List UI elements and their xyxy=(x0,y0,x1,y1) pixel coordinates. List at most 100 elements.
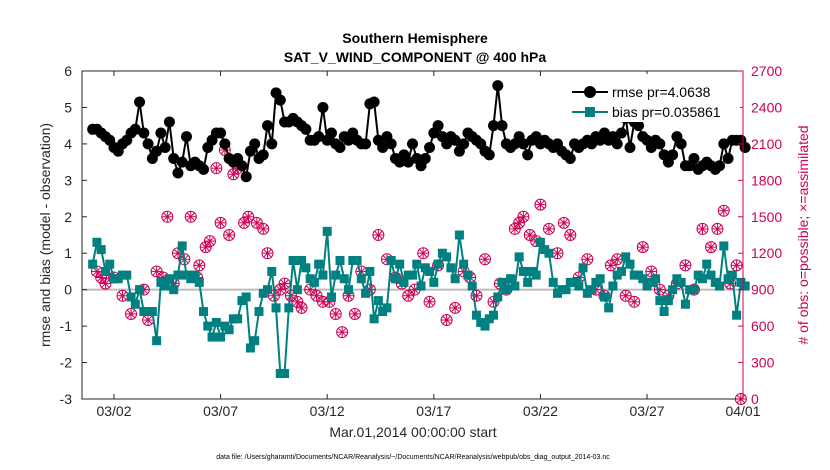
obs-assimilated-marker xyxy=(558,217,570,229)
bias-point xyxy=(544,248,554,258)
bias-point xyxy=(160,281,170,291)
rmse-point xyxy=(449,134,461,146)
bias-point xyxy=(395,259,405,269)
bias-point xyxy=(245,343,255,353)
obs-assimilated-marker xyxy=(349,308,361,320)
legend-bias-label: bias pr=0.035861 xyxy=(612,104,721,120)
rmse-point xyxy=(180,131,192,143)
y-right-tick-label: 600 xyxy=(751,318,775,334)
rmse-point xyxy=(168,152,180,164)
obs-assimilated-marker xyxy=(262,247,274,259)
bias-point xyxy=(489,310,499,320)
bias-point xyxy=(454,230,464,240)
bias-point xyxy=(147,307,157,317)
obs-assimilated-marker xyxy=(317,296,329,308)
bias-point xyxy=(335,256,345,266)
bias-point xyxy=(92,237,102,247)
bias-point xyxy=(314,259,324,269)
obs-assimilated-marker xyxy=(215,217,227,229)
obs-assimilated-marker xyxy=(513,217,525,229)
obs-assimilated-marker xyxy=(372,229,384,241)
bias-point xyxy=(429,277,439,287)
bias-point xyxy=(548,277,558,287)
rmse-point xyxy=(458,138,470,150)
bias-point xyxy=(425,266,435,276)
rmse-point xyxy=(654,138,666,150)
bias-point xyxy=(361,288,371,298)
rmse-point xyxy=(667,149,679,161)
bias-point xyxy=(177,241,187,251)
obs-assimilated-marker xyxy=(417,247,429,259)
bias-point xyxy=(96,245,106,255)
chart-title-line1: Southern Hemisphere xyxy=(342,30,488,46)
y-right-tick-label: 2700 xyxy=(751,63,782,79)
obs-assimilated-marker xyxy=(696,223,708,235)
obs-assimilated-marker xyxy=(718,205,730,217)
bias-point xyxy=(122,270,132,280)
obs-assimilated-marker xyxy=(517,211,529,223)
rmse-point xyxy=(624,142,636,154)
obs-assimilated-marker xyxy=(705,241,717,253)
obs-assimilated-marker xyxy=(551,247,563,259)
rmse-point xyxy=(266,138,278,150)
rmse-point xyxy=(611,138,623,150)
bias-point xyxy=(587,285,597,295)
bias-point xyxy=(250,336,260,346)
rmse-point xyxy=(198,163,210,175)
bias-point xyxy=(233,314,243,324)
bias-point xyxy=(680,299,690,309)
bias-point xyxy=(459,259,469,269)
bias-point xyxy=(216,332,226,342)
bias-point xyxy=(616,266,626,276)
rmse-point xyxy=(219,138,231,150)
bias-point xyxy=(126,292,136,302)
bias-point xyxy=(297,256,307,266)
bias-point xyxy=(621,252,631,262)
rmse-point xyxy=(496,120,508,132)
obs-assimilated-marker xyxy=(543,223,555,235)
bias-point xyxy=(467,281,477,291)
rmse-point xyxy=(325,127,337,139)
bias-point xyxy=(510,281,520,291)
bias-point xyxy=(689,285,699,295)
y-right-tick-label: 300 xyxy=(751,355,775,371)
rmse-point xyxy=(262,120,274,132)
obs-assimilated-marker xyxy=(564,229,576,241)
bias-point xyxy=(608,281,618,291)
rmse-point xyxy=(249,138,261,150)
legend-bias-marker xyxy=(585,107,595,117)
obs-assimilated-marker xyxy=(330,308,342,320)
x-tick-label: 03/27 xyxy=(630,403,665,419)
obs-assimilated-marker xyxy=(125,308,137,320)
obs-assimilated-marker xyxy=(210,162,222,174)
y-right-tick-label: 1200 xyxy=(751,245,782,261)
bias-point xyxy=(292,285,302,295)
obs-assimilated-marker xyxy=(449,302,461,314)
rmse-point xyxy=(522,149,534,161)
bias-point xyxy=(514,252,524,262)
bias-point xyxy=(130,299,140,309)
bias-point xyxy=(267,266,277,276)
x-axis-label: Mar.01,2014 00:00:00 start xyxy=(329,424,496,440)
y-left-tick-label: 1 xyxy=(64,245,72,261)
rmse-point xyxy=(419,152,431,164)
y-left-tick-label: -2 xyxy=(60,355,73,371)
bias-point xyxy=(561,285,571,295)
bias-point xyxy=(480,321,490,331)
rmse-point xyxy=(633,120,645,132)
bias-point xyxy=(207,332,217,342)
bias-point xyxy=(531,270,541,280)
rmse-point xyxy=(722,152,734,164)
obs-assimilated-marker xyxy=(142,314,154,326)
bias-point xyxy=(365,266,375,276)
bias-point xyxy=(373,296,383,306)
rmse-series xyxy=(87,80,751,183)
legend-rmse-marker xyxy=(584,86,596,98)
bias-point xyxy=(318,270,328,280)
obs-assimilated-marker xyxy=(336,326,348,338)
bias-point xyxy=(659,307,669,317)
bias-point xyxy=(574,281,584,291)
y-left-tick-label: -1 xyxy=(60,318,73,334)
bias-point xyxy=(719,241,729,251)
